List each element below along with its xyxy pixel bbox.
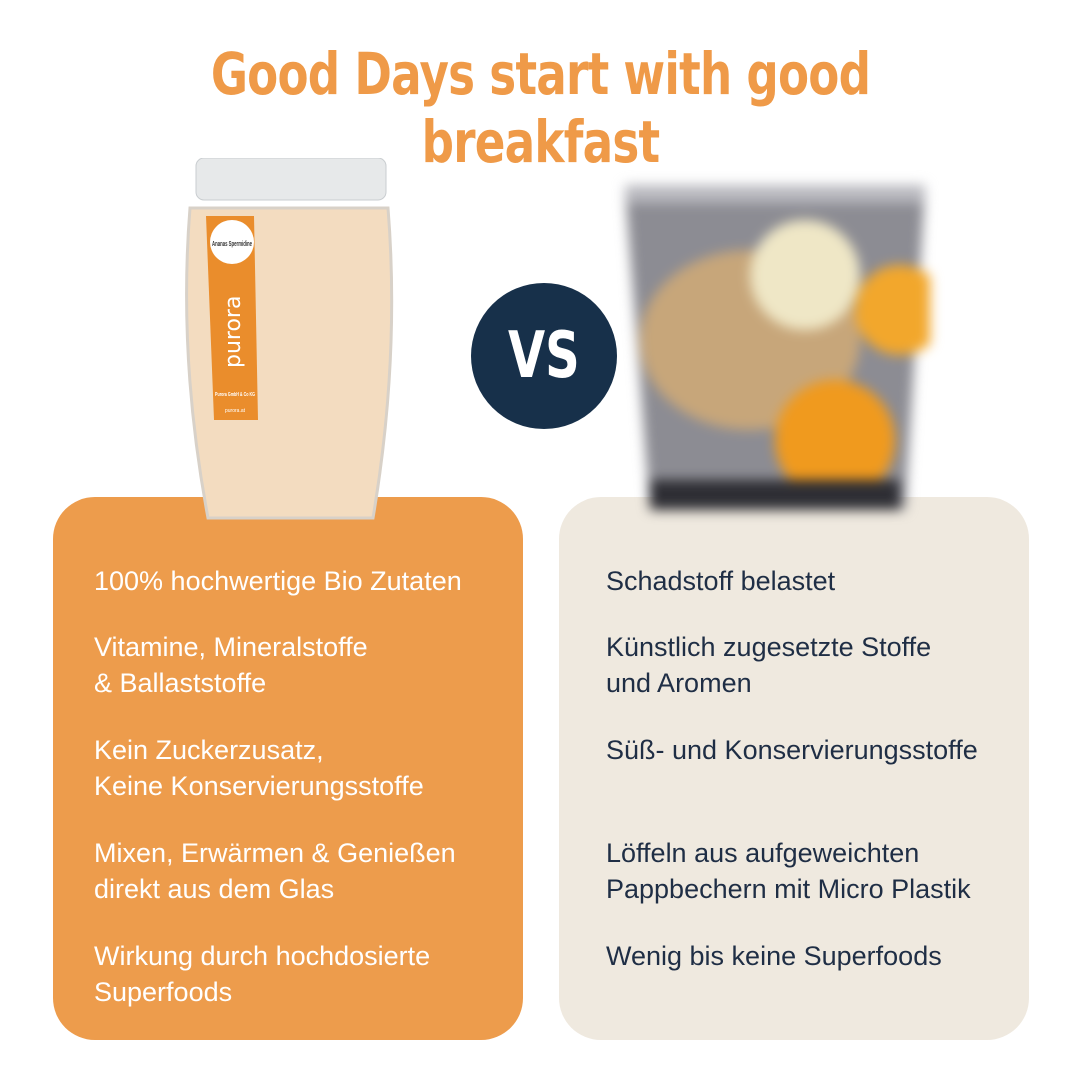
drawback-item: Süß- und Konservierungsstoffe: [606, 735, 978, 765]
competitor-cup-image: [620, 180, 945, 520]
label-brand: purora: [221, 296, 246, 368]
benefit-item: Vitamine, Mineralstoffe & Ballaststoffe: [94, 632, 368, 698]
label-web: purora.at: [225, 408, 246, 414]
headline: Good Days start with good breakfast: [210, 40, 871, 176]
benefit-item: Mixen, Erwärmen & Genießen direkt aus de…: [94, 838, 456, 904]
competitor-drawbacks-card: Schadstoff belastet Künstlich zugesetzte…: [559, 497, 1029, 1040]
purora-jar-image: Ananas Spermidine purora Purora GmbH & C…: [178, 157, 398, 530]
benefit-item: Kein Zuckerzusatz, Keine Konservierungss…: [94, 735, 424, 801]
benefit-item: 100% hochwertige Bio Zutaten: [94, 566, 462, 596]
benefit-item: Wirkung durch hochdosierte Superfoods: [94, 941, 431, 1007]
drawback-item: Schadstoff belastet: [606, 566, 836, 596]
purora-benefits-card: 100% hochwertige Bio Zutaten Vitamine, M…: [53, 497, 523, 1040]
label-flavor: Ananas Spermidine: [212, 241, 252, 248]
drawback-item: Wenig bis keine Superfoods: [606, 941, 942, 971]
drawback-item: Künstlich zugesetzte Stoffe und Aromen: [606, 632, 932, 698]
vs-text: VS: [508, 319, 580, 393]
label-address: Purora GmbH & Co KG: [215, 392, 255, 398]
drawback-item: Löffeln aus aufgeweichten Pappbechern mi…: [606, 838, 971, 904]
vs-badge: VS: [471, 283, 617, 429]
